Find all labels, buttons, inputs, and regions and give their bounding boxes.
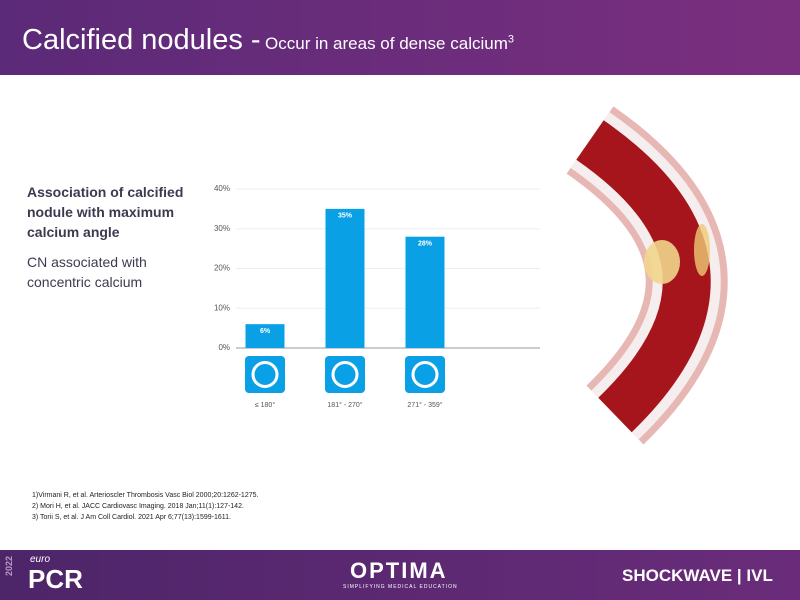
title: Calcified nodules - [22,24,261,56]
reference: 2) Mori H, et al. JACC Cardiovasc Imagin… [32,503,244,510]
value-label: 6% [260,328,271,335]
angle-ring [251,361,279,388]
x-tick-label: ≤ 180° [255,401,275,409]
bar [405,236,445,348]
subtitle-ref: 3 [507,33,514,46]
header-band: Calcified nodules - Occur in areas of de… [0,0,800,75]
lead-text: Association of calcified nodule with max… [27,184,184,240]
footer-optima: OPTIMA [350,558,448,583]
y-tick-label: 10% [214,303,230,312]
bar [325,208,365,348]
y-tick-label: 0% [218,343,230,352]
x-tick-label: 181° - 270° [327,401,362,409]
value-label: 35% [338,213,353,220]
x-tick-label: 271° - 359° [407,401,442,409]
note-text: CN associated with concentric calcium [27,254,147,290]
y-tick-label: 40% [214,184,230,193]
angle-icon [245,356,285,393]
subtitle: Occur in areas of dense calcium [265,34,508,53]
footer-brand: SHOCKWAVE | IVL [622,566,773,585]
angle-icon [405,356,445,393]
slide-title: Calcified nodules - Occur in areas of de… [22,24,514,57]
angle-ring [411,361,439,388]
artery-illustration [566,106,728,445]
y-tick-label: 20% [214,264,230,273]
bar [245,324,285,348]
y-tick-label: 30% [214,224,230,233]
footer-year: 2022 [4,556,14,577]
value-label: 28% [418,241,433,248]
references: 1)Virmani R, et al. Arterioscler Thrombo… [32,490,258,523]
angle-icon [325,356,365,393]
reference: 3) Torii S, et al. J Am Coll Cardiol. 20… [32,514,231,521]
angle-ring [331,361,359,388]
footer-pcr: PCR [28,564,83,594]
footer-euro: euro [30,554,51,565]
reference: 1)Virmani R, et al. Arterioscler Thrombo… [32,492,259,499]
footer-tagline: SIMPLIFYING MEDICAL EDUCATION [343,584,458,590]
footer: 2022 euro PCR OPTIMA SIMPLIFYING MEDICAL… [0,550,800,600]
